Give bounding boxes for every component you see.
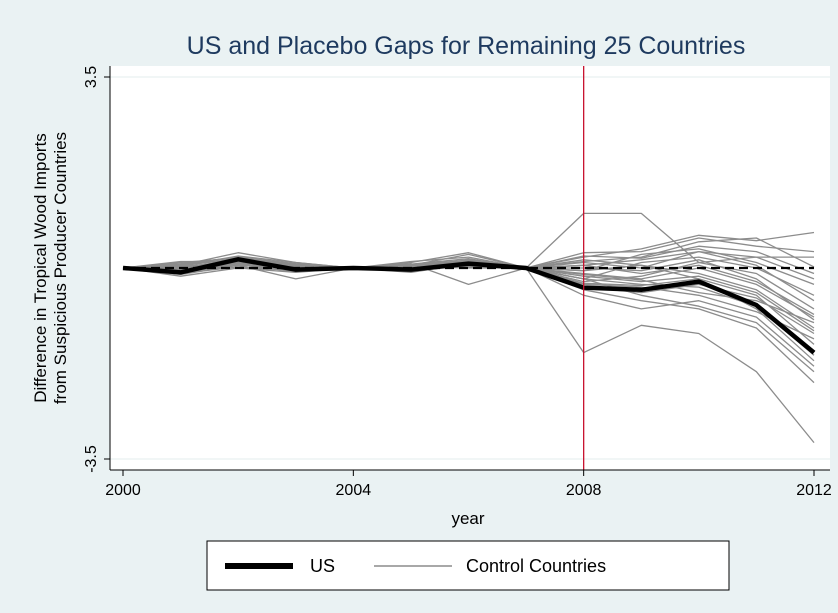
y-tick-label: 3.5 [83, 66, 100, 88]
control-series-line-2 [122, 231, 815, 269]
control-series-line-25 [122, 259, 815, 321]
legend: US Control Countries [206, 540, 730, 591]
y-axis-label-line2: from Suspicious Producer Countries [51, 132, 70, 404]
grid-lines [110, 76, 830, 460]
x-axis-label: year [451, 509, 484, 528]
x-tick-label: 2012 [796, 482, 832, 499]
legend-us-label: US [310, 556, 335, 576]
axes [104, 66, 830, 476]
x-tick-label: 2008 [566, 482, 602, 499]
chart-title: US and Placebo Gaps for Remaining 25 Cou… [187, 32, 746, 60]
x-tick-label: 2004 [336, 482, 372, 499]
us-series-line [122, 257, 816, 355]
legend-control-label: Control Countries [466, 556, 606, 576]
x-tick-label: 2000 [105, 482, 141, 499]
tick-labels: 2000 2004 2008 2012 -3.5 3.5 [83, 66, 832, 499]
legend-box [206, 540, 730, 591]
y-axis-label-line1: Difference in Tropical Wood Imports [31, 133, 50, 403]
y-tick-label: -3.5 [83, 445, 100, 473]
